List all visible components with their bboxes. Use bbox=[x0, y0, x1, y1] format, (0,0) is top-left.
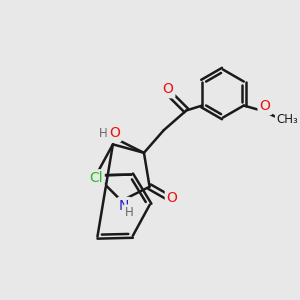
Text: O: O bbox=[109, 126, 120, 140]
Text: CH₃: CH₃ bbox=[277, 113, 298, 126]
Text: N: N bbox=[119, 199, 129, 213]
Text: H: H bbox=[125, 206, 134, 219]
Text: O: O bbox=[260, 99, 270, 113]
Text: O: O bbox=[163, 82, 173, 96]
Text: Cl: Cl bbox=[89, 171, 103, 185]
Text: O: O bbox=[167, 191, 178, 205]
Text: H: H bbox=[99, 127, 107, 140]
